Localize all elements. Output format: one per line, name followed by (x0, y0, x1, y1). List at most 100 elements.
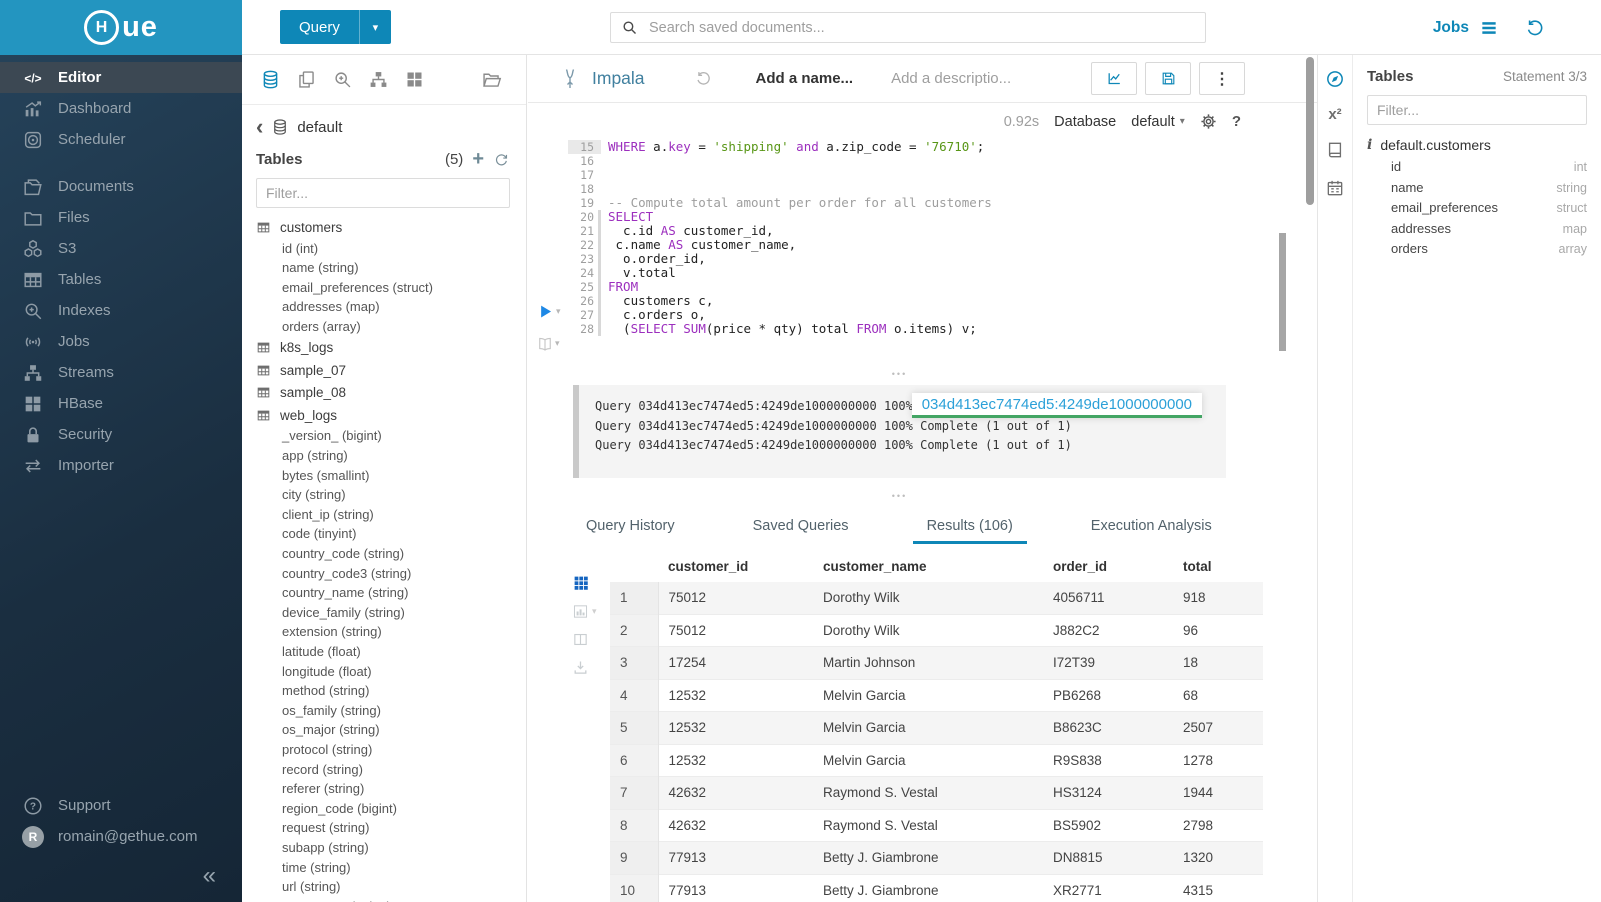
sidebar-item-editor[interactable]: </> Editor (0, 62, 242, 93)
jobs-link[interactable]: Jobs (1432, 18, 1469, 36)
query-button[interactable]: Query ▾ (280, 10, 391, 44)
assist-column[interactable]: orders (array) (282, 318, 361, 334)
sidebar-item-importer[interactable]: Importer (0, 450, 242, 481)
database-select[interactable]: default ▾ (1131, 113, 1185, 130)
assist-column[interactable]: method (string) (282, 683, 370, 699)
assist-column[interactable]: latitude (float) (282, 644, 361, 659)
execute-caret-icon[interactable]: ▾ (556, 306, 561, 316)
sidebar-item-indexes[interactable]: Indexes (0, 295, 242, 326)
assist-indexes-icon[interactable] (332, 69, 353, 90)
sidebar-collapse-button[interactable]: « (202, 862, 216, 889)
back-chevron-icon[interactable]: ‹ (256, 114, 264, 139)
assist-column[interactable]: name (string) (282, 260, 359, 276)
assist-column[interactable]: longitude (float) (282, 663, 372, 679)
assist-documents-icon[interactable] (296, 69, 317, 90)
editor-history-icon[interactable] (695, 70, 712, 87)
assistant-icon[interactable] (1325, 69, 1345, 89)
assist-column[interactable]: bytes (smallint) (282, 467, 370, 483)
sidebar-item-documents[interactable]: Documents (0, 171, 242, 202)
table-filter-input[interactable] (256, 178, 510, 208)
code-editor[interactable]: ▾ ▾ 15 WHERE a.key = 'shipping' and a.zip… (528, 140, 1317, 351)
sidebar-item-tables[interactable]: Tables (0, 264, 242, 295)
save-button[interactable] (1145, 62, 1191, 95)
database-name[interactable]: default (297, 118, 343, 136)
assist-column[interactable]: subapp (string) (282, 839, 369, 855)
active-table[interactable]: i default.customers (1367, 137, 1587, 153)
results-column-header[interactable]: total (1173, 550, 1263, 582)
results-column-header[interactable]: order_id (1043, 550, 1173, 582)
query-dropdown-caret[interactable]: ▾ (358, 10, 391, 44)
assist-column[interactable]: request (string) (282, 820, 370, 836)
schedule-icon[interactable] (1325, 178, 1345, 198)
add-table-icon[interactable]: + (472, 148, 484, 170)
settings-gear-icon[interactable] (1200, 113, 1217, 130)
query-history-icon[interactable] (1525, 18, 1545, 38)
sidebar-item-scheduler[interactable]: Scheduler (0, 124, 242, 155)
resize-handle-bottom[interactable]: ••• (891, 491, 908, 501)
assist-files-icon[interactable] (481, 69, 502, 90)
chart-caret-icon[interactable]: ▾ (592, 606, 597, 616)
editor-scrollbar[interactable] (1279, 233, 1286, 351)
sidebar-item-streams[interactable]: Streams (0, 357, 242, 388)
assist-column[interactable]: country_code (string) (282, 546, 405, 562)
assist-column[interactable]: url (string) (282, 879, 341, 895)
main-scrollbar[interactable] (1306, 57, 1314, 205)
assist-column[interactable]: referer (string) (282, 781, 365, 797)
sidebar-item-dashboard[interactable]: Dashboard (0, 93, 242, 124)
query-description-field[interactable]: Add a descriptio... (891, 70, 1012, 87)
assist-column[interactable]: addresses (map) (282, 299, 380, 315)
assist-column[interactable]: time (string) (282, 859, 351, 875)
help-link[interactable]: ? (1231, 113, 1241, 130)
sidebar-item-files[interactable]: Files (0, 202, 242, 233)
assist-column[interactable]: os_family (string) (282, 702, 381, 718)
right-column-row[interactable]: addresses map (1367, 219, 1587, 240)
jobs-list-icon[interactable] (1479, 18, 1499, 38)
sidebar-item-support[interactable]: ? Support (0, 790, 242, 821)
hue-logo[interactable]: H ue (0, 0, 242, 55)
assist-table[interactable]: k8s_logs (256, 336, 510, 359)
assist-column[interactable]: app (string) (282, 448, 348, 464)
assist-column[interactable]: os_major (string) (282, 722, 380, 738)
assist-table[interactable]: web_logs (256, 404, 510, 427)
assist-column[interactable]: region_code (bigint) (282, 800, 397, 816)
right-column-row[interactable]: orders array (1367, 239, 1587, 260)
sidebar-item-user[interactable]: R romain@gethue.com (0, 821, 242, 852)
results-column-header[interactable]: customer_name (813, 550, 1043, 582)
resize-handle-top[interactable]: ••• (891, 369, 908, 379)
functions-icon[interactable]: x² (1328, 106, 1342, 123)
assist-table[interactable]: sample_08 (256, 381, 510, 404)
sidebar-item-security[interactable]: Security (0, 419, 242, 450)
assist-column[interactable]: client_ip (string) (282, 506, 374, 522)
assist-column[interactable]: protocol (string) (282, 741, 373, 757)
right-column-row[interactable]: id int (1367, 157, 1587, 178)
tab-results-106-[interactable]: Results (106) (912, 512, 1028, 544)
assist-databases-icon[interactable] (260, 69, 281, 90)
query-id-link[interactable]: 034d413ec7474ed5:4249de1000000000 (911, 393, 1202, 418)
chart-view-icon[interactable] (572, 603, 589, 620)
assist-column[interactable]: _version_ (bigint) (282, 428, 382, 444)
refresh-icon[interactable] (493, 151, 510, 168)
execute-button[interactable] (536, 302, 555, 321)
assist-streams-icon[interactable] (368, 69, 389, 90)
language-reference-icon[interactable] (1325, 140, 1345, 160)
query-name-field[interactable]: Add a name... (755, 70, 854, 87)
download-icon[interactable] (572, 659, 589, 676)
grid-view-icon[interactable] (572, 574, 590, 592)
tab-query-history[interactable]: Query History (586, 518, 675, 534)
sidebar-item-jobs[interactable]: Jobs (0, 326, 242, 357)
tab-execution-analysis[interactable]: Execution Analysis (1090, 518, 1212, 534)
assist-column[interactable]: country_name (string) (282, 585, 409, 601)
assist-column[interactable]: id (int) (282, 240, 319, 256)
assist-column[interactable]: extension (string) (282, 624, 382, 640)
assist-table[interactable]: customers (256, 216, 510, 239)
more-actions-button[interactable]: ⋮ (1199, 62, 1245, 95)
results-column-header[interactable]: customer_id (658, 550, 813, 582)
sidebar-item-s3[interactable]: S3 (0, 233, 242, 264)
right-filter-input[interactable] (1367, 95, 1587, 125)
chart-button[interactable] (1091, 62, 1137, 95)
assist-column[interactable]: record (string) (282, 761, 363, 777)
assist-column[interactable]: email_preferences (struct) (282, 279, 433, 295)
tab-saved-queries[interactable]: Saved Queries (752, 518, 849, 534)
assist-table[interactable]: sample_07 (256, 359, 510, 382)
assist-column[interactable]: user_agent (string) (256, 897, 510, 902)
